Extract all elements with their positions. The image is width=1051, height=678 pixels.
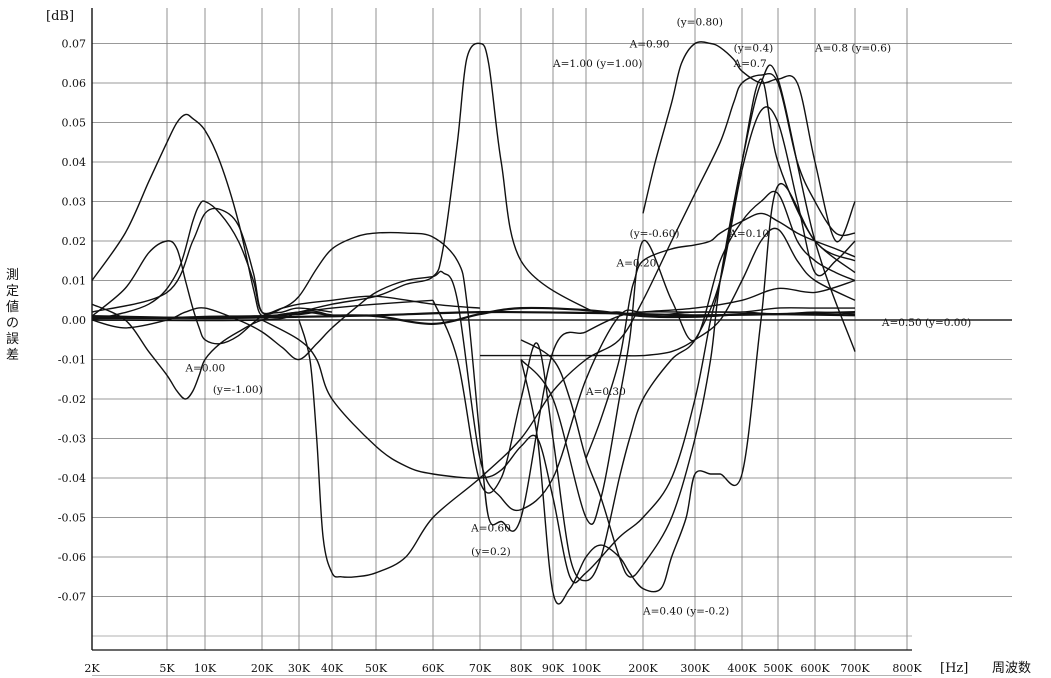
series-line-16 <box>480 227 856 357</box>
x-tick-label: 300K <box>680 662 710 675</box>
y-axis-title: 測定値の誤差 <box>6 268 20 363</box>
x-tick-labels: 2K 5K 10K 20K 30K 40K 50K 60K 70K 80K 90K 100K 200K 3… <box>84 662 922 675</box>
y-tick-label: -0.01 <box>58 354 86 367</box>
x-tick-label: 70K <box>469 662 492 675</box>
x-tick-label: 800K <box>892 662 922 675</box>
annotation-label: (y=-0.60) <box>630 228 680 240</box>
x-tick-label: 80K <box>510 662 533 675</box>
series-line-12 <box>432 106 856 582</box>
series-line-1 <box>91 113 434 319</box>
annotation-label: A=0.7 <box>733 58 767 70</box>
annotation-label: A=1.00 (y=1.00) <box>552 58 642 70</box>
annotation-label: (y=0.80) <box>677 17 723 29</box>
y-tick-label: 0.03 <box>62 196 87 209</box>
vertical-gridlines <box>91 8 908 650</box>
x-tick-label: 100K <box>571 662 601 675</box>
x-tick-label: 700K <box>840 662 870 675</box>
annotations: (y=0.80) A=0.90 (y=0.4) A=0.8 (y=0.6) A=1.00… <box>184 17 971 618</box>
y-tick-label: 0.01 <box>62 275 87 288</box>
y-tick-label: -0.07 <box>58 591 86 604</box>
x-tick-label: 50K <box>365 662 388 675</box>
y-tick-label: -0.02 <box>58 393 86 406</box>
y-tick-label: -0.05 <box>58 512 86 525</box>
x-tick-label: 20K <box>251 662 274 675</box>
series-line-9 <box>91 306 856 326</box>
x-tick-label: 10K <box>194 662 217 675</box>
annotation-label: A=0.40 (y=-0.2) <box>642 605 729 617</box>
x-tick-label: 30K <box>288 662 311 675</box>
series-line-10 <box>298 72 856 578</box>
series-line-4 <box>91 200 481 321</box>
x-tick-label: 2K <box>84 662 100 675</box>
series-line-14 <box>520 190 856 525</box>
series-line-18 <box>642 41 856 243</box>
annotation-label: A=0.20 <box>616 258 657 270</box>
y-tick-label: -0.06 <box>58 551 86 564</box>
y-tick-label: 0.06 <box>62 77 87 90</box>
annotation-label: A=0.10 <box>728 228 769 240</box>
data-series <box>91 41 856 605</box>
annotation-label: (y=0.2) <box>471 546 511 558</box>
y-tick-label: 0.04 <box>62 156 87 169</box>
annotation-label: (y=0.4) <box>734 42 774 54</box>
y-tick-label: 0.02 <box>62 235 87 248</box>
axes <box>91 8 912 651</box>
x-tick-label: 60K <box>422 662 445 675</box>
series-line-3 <box>91 303 333 400</box>
annotation-label: (y=-1.00) <box>213 384 263 396</box>
annotation-label: A=0.30 <box>585 386 626 398</box>
y-unit-label: [dB] <box>46 9 74 24</box>
series-line-2 <box>91 240 333 345</box>
annotation-label: A=0.8 (y=0.6) <box>814 42 891 54</box>
x-axis-title: 周波数 <box>992 661 1031 676</box>
y-tick-label: 0.05 <box>62 117 87 130</box>
series-line-15 <box>585 212 856 459</box>
annotation-label: A=0.90 <box>629 38 670 50</box>
annotation-label: A=0.50 (y=0.00) <box>881 317 971 329</box>
series-line-13 <box>520 182 856 605</box>
y-tick-label: -0.03 <box>58 433 86 446</box>
series-line-17 <box>520 64 856 578</box>
x-tick-label: 90K <box>542 662 565 675</box>
y-tick-label: 0.07 <box>62 38 87 51</box>
series-line-8 <box>91 42 855 322</box>
x-tick-label: 600K <box>800 662 830 675</box>
y-tick-labels: 0.07 0.06 0.05 0.04 0.03 0.02 0.01 0.00 -0.01 -0.… <box>58 38 86 604</box>
x-tick-label: 500K <box>763 662 793 675</box>
x-tick-label: 200K <box>628 662 658 675</box>
x-unit-label: [Hz] <box>940 661 968 676</box>
y-tick-label: 0.00 <box>62 314 87 327</box>
annotation-label: A=0.60 <box>470 522 511 534</box>
x-tick-label: 400K <box>727 662 757 675</box>
annotation-label: A=0.00 <box>184 362 225 374</box>
y-tick-label: -0.04 <box>58 472 86 485</box>
x-tick-label: 5K <box>159 662 175 675</box>
x-tick-label: 40K <box>321 662 344 675</box>
